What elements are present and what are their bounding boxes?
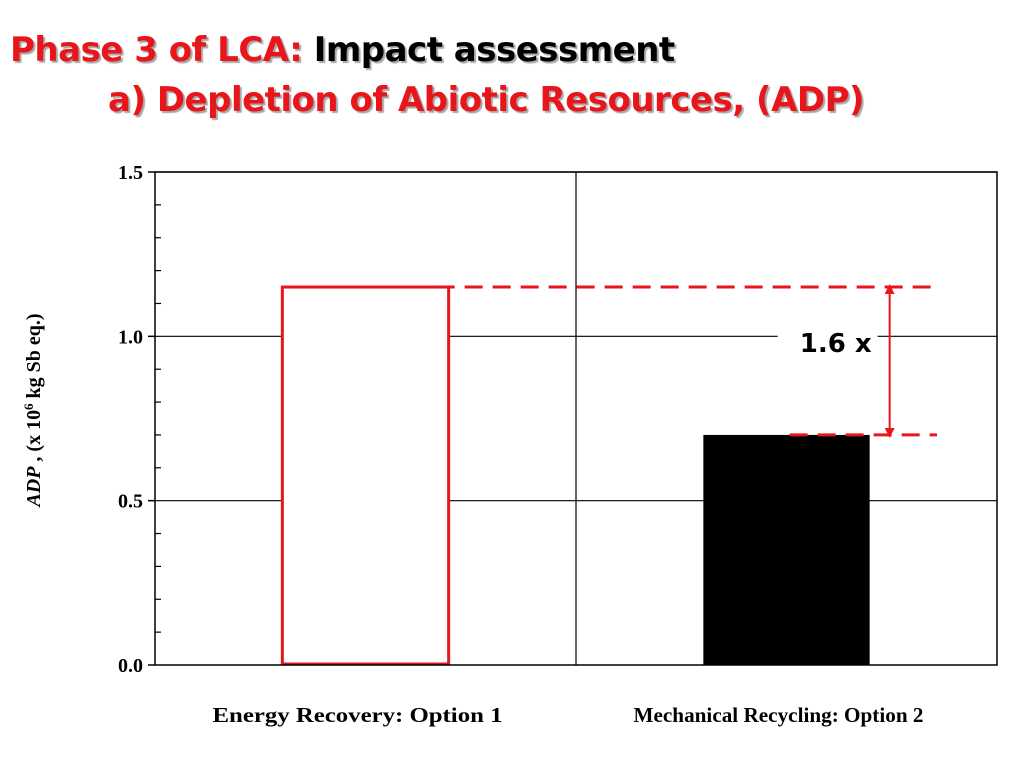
bar-option-2 [703, 434, 870, 665]
title-prefix: Phase 3 of LCA: [10, 30, 303, 70]
bars [280, 285, 870, 666]
bar-option-1 [280, 285, 451, 666]
y-axis-label-sup: 6 [21, 403, 36, 410]
ratio-label-background [777, 322, 878, 363]
ratio-annotation: 1.6 x [436, 284, 937, 438]
page-subtitle: a) Depletion of Abiotic Resources, (ADP) [108, 80, 865, 120]
y-axis-label: ADP , (x 106 kg Sb eq.) [21, 313, 46, 508]
title-main: Impact assessment [313, 30, 676, 70]
y-tick-label: 0.5 [118, 491, 143, 513]
category-label-2: Mechanical Recycling: Option 2 [634, 703, 924, 727]
y-tick-label: 1.0 [118, 326, 143, 348]
page-title: Phase 3 of LCA: Impact assessment [10, 30, 675, 70]
y-tick-label: 0.0 [118, 655, 143, 677]
category-label-1: Energy Recovery: Option 1 [213, 703, 503, 727]
plot-frame [154, 171, 998, 666]
axes: 0.0 0.5 1.0 1.5 Energy Recovery: Option 1 Mec… [118, 162, 998, 727]
y-axis-label-pre: , (x 10 [23, 410, 45, 467]
ratio-label: 1.6 x [800, 329, 872, 359]
y-axis-label-post: kg Sb eq.) [23, 313, 45, 403]
y-tick-label: 1.5 [118, 162, 143, 184]
y-axis-label-var: ADP [23, 466, 45, 509]
